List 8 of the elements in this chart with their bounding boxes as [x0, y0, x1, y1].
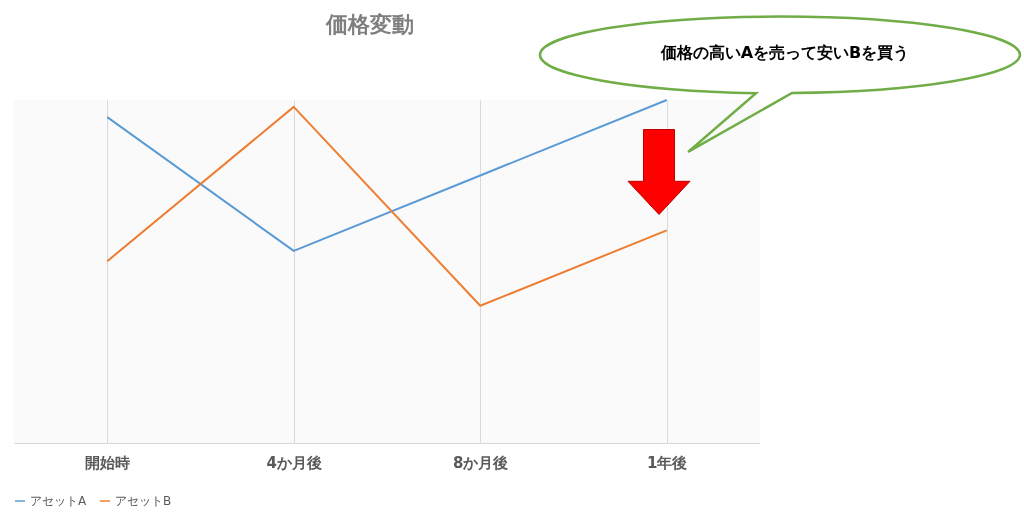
chart-title: 価格変動 — [325, 12, 414, 37]
x-tick-label: 開始時 — [85, 453, 131, 472]
legend-label: アセットB — [115, 494, 172, 508]
x-tick-label: 4か月後 — [266, 453, 322, 472]
x-tick-label: 1年後 — [647, 453, 688, 472]
x-tick-label: 8か月後 — [453, 453, 509, 472]
legend-label: アセットA — [30, 494, 87, 508]
text: 価格の高いAを売って安いBを買う — [659, 43, 910, 62]
